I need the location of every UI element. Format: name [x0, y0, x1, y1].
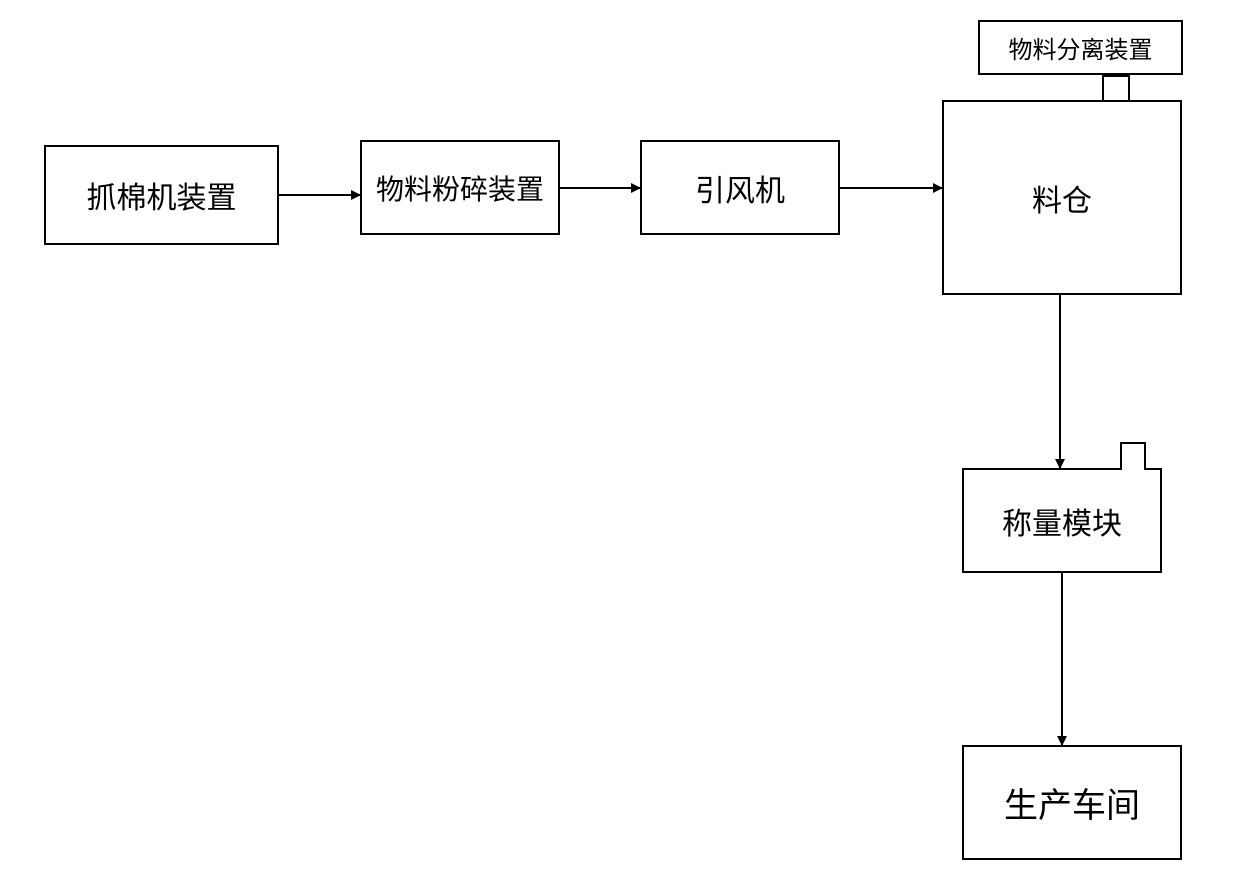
node-weighing-module: 称量模块 [962, 468, 1162, 573]
node-label: 物料分离装置 [1009, 30, 1153, 65]
node-silo: 料仓 [942, 100, 1182, 295]
node-label: 物料粉碎装置 [376, 168, 544, 208]
node-production-workshop: 生产车间 [962, 745, 1182, 860]
node-induced-fan: 引风机 [640, 140, 840, 235]
node-material-crusher: 物料粉碎装置 [360, 140, 560, 235]
node-label: 料仓 [1032, 176, 1092, 220]
flowchart-canvas: 物料分离装置 抓棉机装置 物料粉碎装置 引风机 料仓 称量模块 生产车间 [0, 0, 1240, 895]
node-label: 称量模块 [1002, 499, 1122, 543]
node-label: 生产车间 [1004, 778, 1140, 827]
node-label: 抓棉机装置 [87, 173, 237, 217]
node-material-separation: 物料分离装置 [978, 20, 1183, 75]
node-label: 引风机 [695, 166, 785, 210]
notch-material-separation [1102, 75, 1130, 102]
notch-weighing-module [1120, 442, 1146, 470]
node-cotton-grabber: 抓棉机装置 [44, 145, 279, 245]
